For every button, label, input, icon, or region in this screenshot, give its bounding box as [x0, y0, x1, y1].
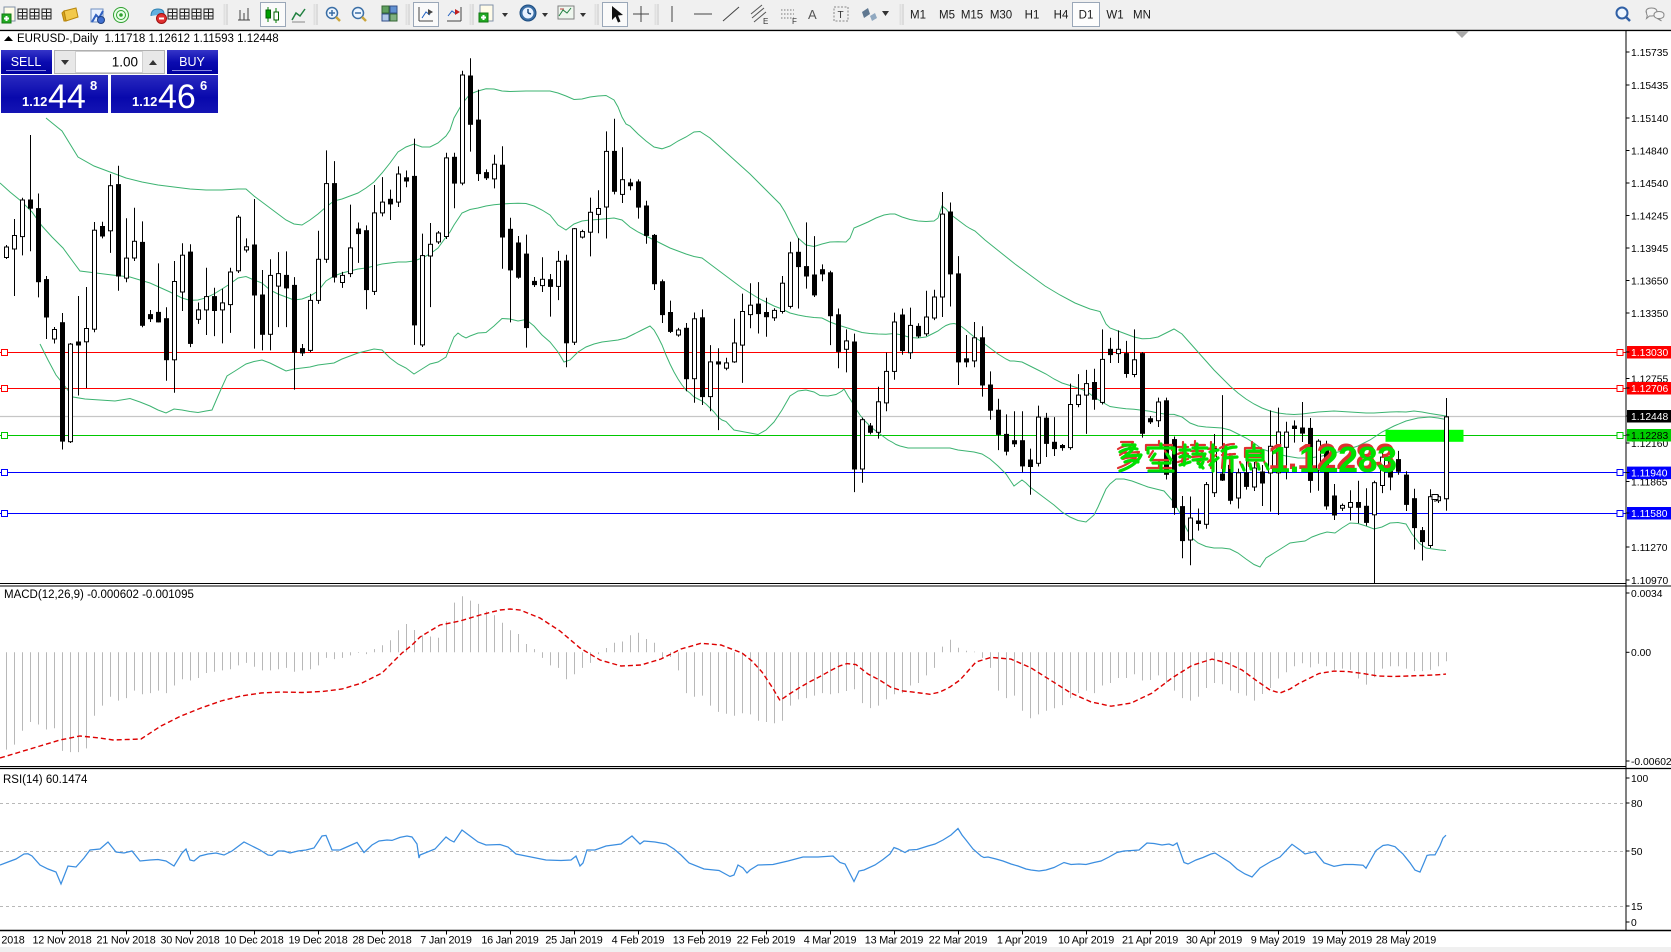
svg-text:25 Jan 2019: 25 Jan 2019 [545, 935, 602, 947]
svg-text:1.14245: 1.14245 [1631, 211, 1668, 222]
svg-text:1.12448: 1.12448 [1631, 412, 1668, 423]
svg-text:10 Apr 2019: 10 Apr 2019 [1058, 935, 1114, 947]
svg-text:9 May 2019: 9 May 2019 [1251, 935, 1306, 947]
svg-text:1.12283: 1.12283 [1268, 436, 1395, 477]
svg-text:D1: D1 [1079, 10, 1094, 22]
svg-text:2 Nov 2018: 2 Nov 2018 [0, 935, 25, 947]
svg-text:EURUSD-,Daily 1.11718 1.12612: EURUSD-,Daily 1.11718 1.12612 1.11593 1.… [17, 33, 279, 45]
svg-text:1.13350: 1.13350 [1631, 309, 1668, 320]
svg-text:0.0034: 0.0034 [1631, 589, 1663, 600]
svg-text:1.11580: 1.11580 [1631, 509, 1668, 520]
svg-text:BUY: BUY [179, 55, 205, 69]
svg-text:19 May 2019: 19 May 2019 [1312, 935, 1372, 947]
svg-text:1.12: 1.12 [22, 94, 47, 109]
svg-text:22 Mar 2019: 22 Mar 2019 [929, 935, 988, 947]
svg-text:10 Dec 2018: 10 Dec 2018 [224, 935, 283, 947]
svg-text:1 Apr 2019: 1 Apr 2019 [997, 935, 1047, 947]
svg-text:1.12283: 1.12283 [1270, 439, 1397, 480]
svg-text:MN: MN [1133, 10, 1151, 22]
svg-text:1.00: 1.00 [112, 55, 138, 70]
svg-text:1.12: 1.12 [132, 94, 157, 109]
svg-text:M15: M15 [961, 10, 983, 22]
svg-text:1.13030: 1.13030 [1631, 348, 1668, 359]
svg-text:19 Dec 2018: 19 Dec 2018 [288, 935, 347, 947]
svg-text:100: 100 [1631, 774, 1648, 785]
svg-text:RSI(14) 60.1474: RSI(14) 60.1474 [3, 774, 88, 786]
svg-text:-0.006022: -0.006022 [1631, 757, 1671, 768]
svg-text:0: 0 [1631, 918, 1637, 929]
svg-text:0.00: 0.00 [1631, 648, 1651, 659]
svg-text:7 Jan 2019: 7 Jan 2019 [420, 935, 472, 947]
svg-text:22 Feb 2019: 22 Feb 2019 [737, 935, 796, 947]
svg-text:8: 8 [90, 78, 97, 93]
svg-text:4 Feb 2019: 4 Feb 2019 [612, 935, 665, 947]
svg-text:1.15140: 1.15140 [1631, 114, 1668, 125]
svg-text:50: 50 [1631, 847, 1643, 858]
svg-text:H4: H4 [1054, 10, 1069, 22]
svg-text:W1: W1 [1106, 10, 1123, 22]
svg-text:4 Mar 2019: 4 Mar 2019 [804, 935, 857, 947]
svg-text:M30: M30 [990, 10, 1012, 22]
svg-text:6: 6 [200, 78, 207, 93]
svg-text:M5: M5 [939, 10, 955, 22]
svg-text:21 Apr 2019: 21 Apr 2019 [1122, 935, 1178, 947]
svg-text:1.14540: 1.14540 [1631, 179, 1668, 190]
svg-text:E: E [763, 17, 768, 26]
svg-text:1.15735: 1.15735 [1631, 48, 1668, 59]
svg-text:1.11940: 1.11940 [1631, 468, 1668, 479]
svg-text:1.14840: 1.14840 [1631, 146, 1668, 157]
svg-text:SELL: SELL [11, 55, 42, 69]
svg-text:80: 80 [1631, 799, 1643, 810]
svg-text:1.10970: 1.10970 [1631, 576, 1668, 587]
svg-text:1.13945: 1.13945 [1631, 244, 1668, 255]
svg-text:1.11270: 1.11270 [1631, 543, 1668, 554]
svg-text:46: 46 [158, 78, 196, 116]
svg-text:21 Nov 2018: 21 Nov 2018 [96, 935, 155, 947]
svg-text:H1: H1 [1025, 10, 1040, 22]
svg-text:12 Nov 2018: 12 Nov 2018 [32, 935, 91, 947]
svg-text:M1: M1 [910, 10, 926, 22]
svg-text:F: F [792, 17, 797, 26]
svg-text:15: 15 [1631, 902, 1643, 913]
svg-text:28 May 2019: 28 May 2019 [1376, 935, 1436, 947]
svg-text:13 Feb 2019: 13 Feb 2019 [673, 935, 732, 947]
svg-text:1.13650: 1.13650 [1631, 276, 1668, 287]
svg-text:A: A [808, 7, 817, 22]
svg-text:13 Mar 2019: 13 Mar 2019 [865, 935, 924, 947]
svg-text:1.15435: 1.15435 [1631, 81, 1668, 92]
svg-text:30 Apr 2019: 30 Apr 2019 [1186, 935, 1242, 947]
svg-text:MACD(12,26,9) -0.000602 -0.001: MACD(12,26,9) -0.000602 -0.001095 [4, 589, 194, 601]
svg-text:1.12755: 1.12755 [1631, 374, 1668, 385]
svg-text:1.12706: 1.12706 [1631, 384, 1668, 395]
svg-text:16 Jan 2019: 16 Jan 2019 [481, 935, 538, 947]
svg-text:1.11865: 1.11865 [1631, 477, 1668, 488]
svg-text:T: T [838, 10, 844, 21]
svg-text:1.12160: 1.12160 [1631, 439, 1668, 450]
svg-text:30 Nov 2018: 30 Nov 2018 [160, 935, 219, 947]
svg-text:1.12283: 1.12283 [1631, 431, 1668, 442]
svg-text:28 Dec 2018: 28 Dec 2018 [352, 935, 411, 947]
svg-text:44: 44 [48, 78, 86, 116]
